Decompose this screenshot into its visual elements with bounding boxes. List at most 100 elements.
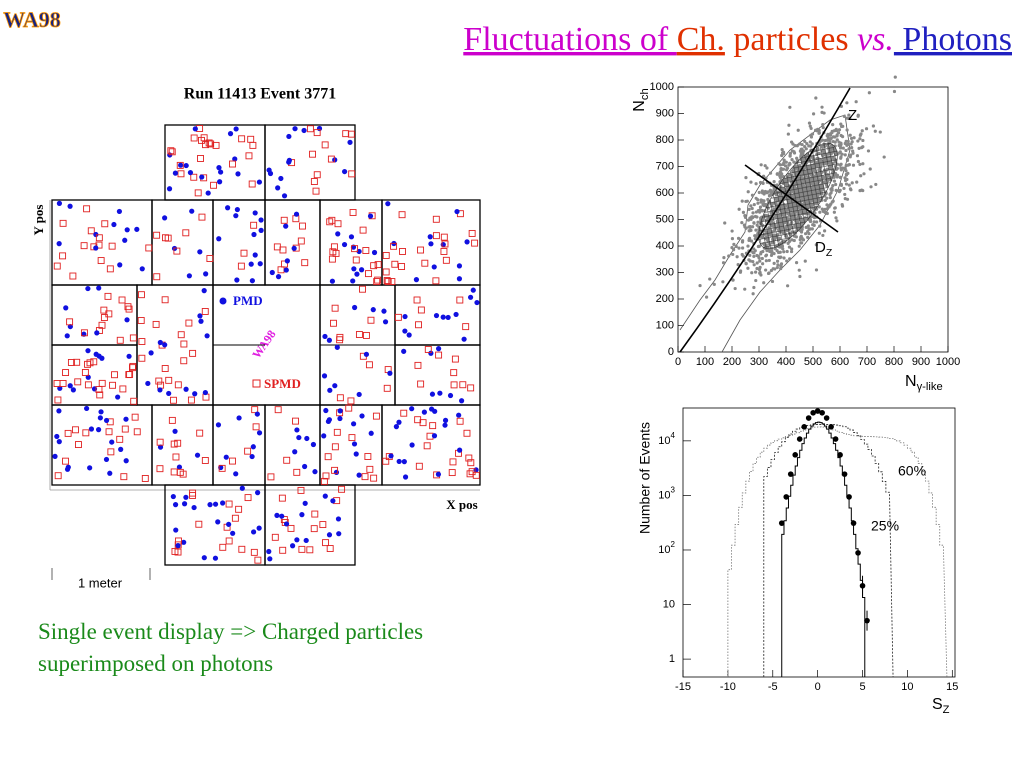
- spmd-hit: [129, 334, 137, 342]
- x-tick-label: -10: [720, 681, 736, 693]
- pmd-hit: [363, 351, 370, 357]
- spmd-hit: [105, 428, 113, 436]
- gray-point: [823, 207, 827, 211]
- axis-label: DZ: [815, 239, 833, 259]
- hist-point: [850, 520, 857, 526]
- pmd-hit: [215, 422, 222, 428]
- gray-point: [858, 162, 862, 167]
- spmd-hit: [432, 215, 440, 223]
- gray-point: [835, 138, 839, 142]
- pmd-hit: [431, 433, 438, 439]
- spmd-hit: [321, 141, 329, 149]
- spmd-hit: [131, 413, 139, 421]
- spmd-hit: [69, 272, 77, 280]
- spmd-hit: [174, 381, 182, 389]
- gray-point: [833, 206, 837, 210]
- pmd-hit: [162, 215, 168, 221]
- pmd-hit: [250, 529, 257, 535]
- gray-point: [835, 134, 839, 138]
- gray-point: [817, 131, 821, 135]
- gray-point: [812, 220, 816, 224]
- pmd-hit: [456, 412, 462, 418]
- pmd-hit: [327, 387, 333, 393]
- spmd-hit: [352, 256, 360, 264]
- pmd-hit: [348, 234, 355, 240]
- gray-point: [751, 260, 755, 264]
- gray-point: [845, 197, 850, 201]
- z-axis-curve: [679, 87, 851, 353]
- gray-point: [752, 247, 756, 251]
- caption: Single event display => Charged particle…: [38, 619, 424, 676]
- gray-point: [867, 91, 871, 95]
- spmd-hit: [177, 170, 185, 178]
- title-part: Photons: [894, 21, 1012, 58]
- spmd-hit: [281, 260, 288, 268]
- spmd-hit: [423, 442, 431, 450]
- spmd-hit: [336, 333, 344, 341]
- gray-point: [827, 205, 831, 209]
- pmd-hit: [334, 344, 340, 350]
- spmd-hit: [107, 448, 115, 456]
- spmd-hit: [441, 240, 449, 248]
- pmd-hit: [368, 430, 374, 436]
- spmd-hit: [174, 439, 182, 447]
- spmd-hit: [248, 180, 256, 188]
- pmd-hit: [216, 165, 222, 171]
- pmd-hit: [94, 330, 100, 336]
- gray-point: [847, 113, 851, 117]
- spmd-hit: [351, 245, 359, 253]
- pmd-hit: [333, 469, 340, 475]
- spmd-hit: [292, 417, 299, 425]
- gray-point: [755, 253, 759, 258]
- pmd-hit: [116, 208, 123, 215]
- y-label: Y pos: [31, 205, 46, 236]
- spmd-hit: [219, 543, 227, 551]
- spmd-hit: [435, 351, 443, 359]
- pmd-hit: [134, 226, 140, 232]
- gray-point: [874, 182, 878, 187]
- spmd-hit: [372, 412, 380, 420]
- gray-point: [758, 180, 763, 185]
- spmd-hit: [170, 468, 178, 476]
- gray-point: [746, 190, 750, 194]
- event-title: Run 11413 Event 3771: [184, 86, 336, 103]
- label-sub: Z: [943, 704, 950, 716]
- hist-point: [787, 471, 794, 477]
- spmd-hit: [370, 262, 378, 270]
- pmd-hit: [194, 452, 201, 458]
- pmd-hit: [172, 170, 179, 176]
- gray-point: [747, 229, 751, 233]
- spmd-hit: [95, 386, 103, 393]
- gray-point: [785, 259, 789, 263]
- spmd-hit: [165, 376, 173, 384]
- hist-point: [832, 436, 839, 442]
- spmd-hit: [59, 252, 67, 260]
- pmd-hit: [283, 267, 289, 273]
- watermark: WA98: [249, 327, 278, 361]
- pmd-hit: [428, 241, 434, 247]
- pmd-hit: [470, 287, 476, 293]
- pmd-hit: [157, 339, 163, 346]
- pmd-hit: [402, 313, 408, 320]
- spmd-hit: [218, 464, 226, 472]
- pmd-hit: [212, 501, 219, 507]
- gray-point: [759, 200, 763, 204]
- pmd-hit: [186, 273, 192, 279]
- spmd-hit: [415, 321, 422, 329]
- gray-point: [845, 143, 849, 147]
- pmd-hit: [123, 416, 129, 422]
- spmd-hit: [421, 259, 429, 267]
- spmd-hit: [250, 221, 258, 229]
- spmd-hit: [338, 485, 346, 493]
- pmd-hit: [88, 426, 95, 432]
- pmd-hit: [427, 234, 433, 240]
- pmd-hit: [203, 271, 209, 277]
- pmd-hit: [252, 210, 258, 216]
- gray-point: [830, 129, 834, 133]
- gray-point: [788, 105, 792, 109]
- tick-base: 10: [658, 544, 670, 556]
- pmd-hit: [356, 391, 362, 398]
- pmd-hit: [249, 453, 255, 460]
- tick-base: 10: [658, 489, 670, 501]
- gray-point: [765, 166, 769, 170]
